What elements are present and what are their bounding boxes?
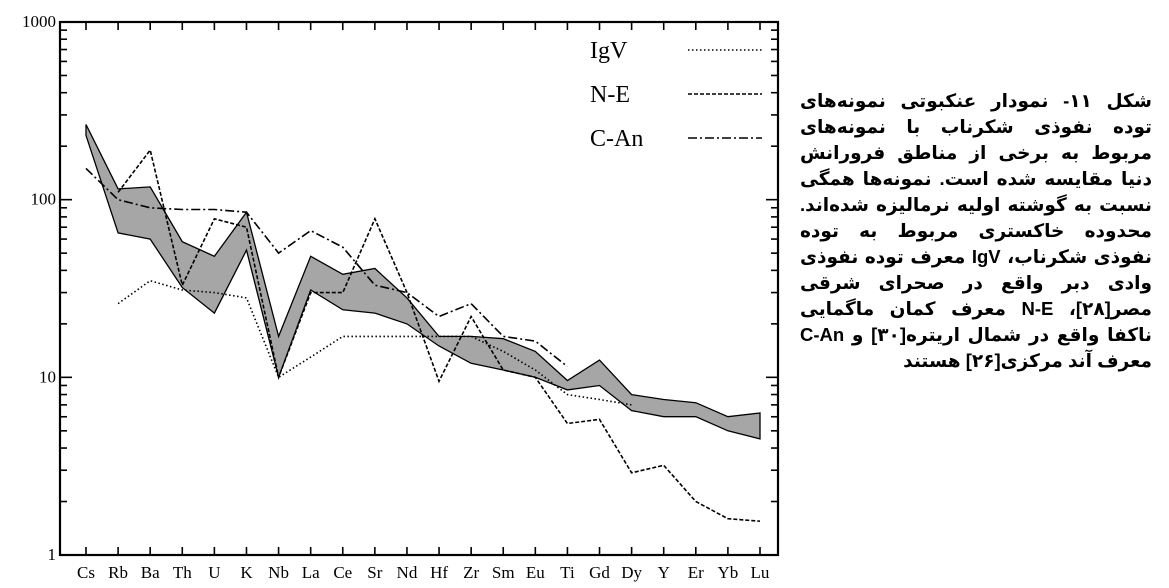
x-tick-label: Dy — [621, 563, 642, 582]
x-tick-label: La — [302, 563, 320, 582]
legend: IgV N-E C-An — [590, 38, 762, 152]
x-tick-label: Yb — [718, 563, 739, 582]
y-tick-label: 1 — [48, 545, 57, 564]
y-tick-label: 1000 — [22, 12, 56, 31]
x-tick-label: K — [240, 563, 253, 582]
legend-label-igv: IgV — [590, 38, 628, 64]
axis-layer: 1 10 100 1000 Cs Rb Ba Th U K Nb La Ce Sr Nd Hf Zr Sm Eu Ti… — [22, 12, 778, 582]
x-tick-label: Th — [173, 563, 192, 582]
x-tick-label: U — [208, 563, 220, 582]
x-tick-label: Sr — [367, 563, 382, 582]
series-line-n-e — [117, 148, 761, 522]
x-tick-label: Gd — [589, 563, 610, 582]
x-tick-label: Y — [658, 563, 670, 582]
x-tick-label: Sm — [492, 563, 515, 582]
spider-diagram: 1 10 100 1000 Cs Rb Ba Th U K Nb La Ce Sr Nd Hf Zr Sm Eu Ti… — [22, 12, 780, 582]
x-tick-label: Ce — [333, 563, 352, 582]
plot-border — [58, 20, 780, 557]
legend-label-c-an: C-An — [590, 126, 643, 152]
y-tick-label: 100 — [31, 190, 57, 209]
x-tick-label: Cs — [77, 563, 95, 582]
x-tick-label: Zr — [463, 563, 479, 582]
gray-band-area — [85, 124, 761, 440]
series-line-c-an — [85, 167, 568, 368]
series-layer — [85, 148, 761, 522]
x-tick-label: Ba — [141, 563, 160, 582]
x-tick-label: Nd — [397, 563, 418, 582]
x-tick-label: Nb — [268, 563, 289, 582]
x-tick-label: Er — [688, 563, 704, 582]
plot-frame — [58, 20, 780, 557]
x-tick-label: Ti — [560, 563, 575, 582]
x-tick-label: Hf — [430, 563, 448, 582]
x-tick-label: Rb — [108, 563, 128, 582]
x-tick-label: Eu — [526, 563, 545, 582]
figure-caption: شکل ۱۱- نمودار عنکبوتی نمونه‌های توده نف… — [800, 90, 1152, 371]
legend-label-n-e: N-E — [590, 82, 630, 108]
y-tick-label: 10 — [39, 367, 56, 386]
x-tick-label: Lu — [751, 563, 770, 582]
gray-band-layer — [85, 124, 761, 440]
